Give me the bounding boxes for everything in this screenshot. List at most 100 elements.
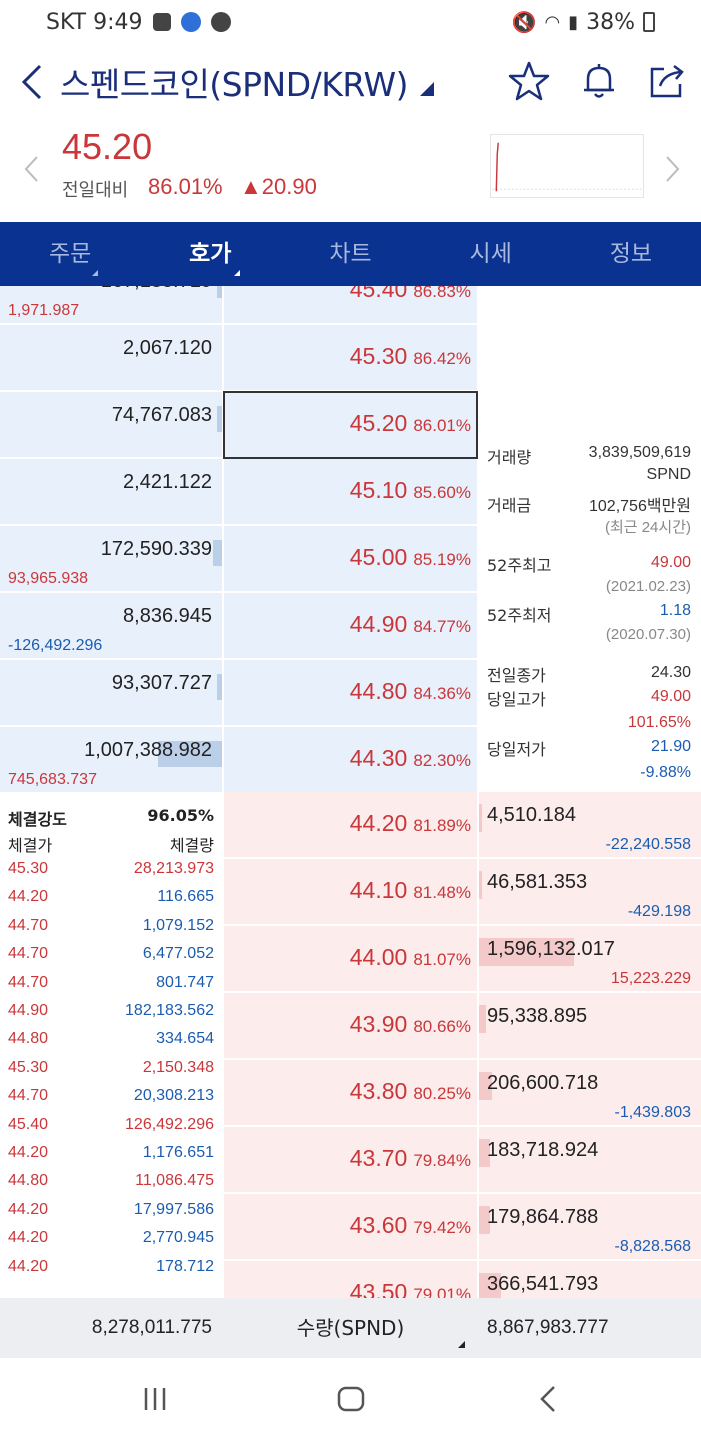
bid-price-cell[interactable]: 44.20 81.89% [224, 792, 477, 858]
unit-selector[interactable]: 수량(SPND) [224, 1298, 477, 1358]
volume-label: 거래량 [487, 448, 532, 467]
share-icon[interactable] [646, 60, 688, 102]
bid-price-cell[interactable]: 43.80 80.25% [224, 1060, 477, 1126]
title-dropdown-icon[interactable] [420, 82, 434, 96]
trade-row: 44.90 182,183.562 [0, 1002, 222, 1030]
ask-price-percent: 86.83% [413, 286, 471, 301]
bid-depth-bar [479, 804, 482, 832]
bid-price-cell[interactable]: 43.90 80.66% [224, 993, 477, 1059]
bid-price: 43.60 [349, 1212, 408, 1238]
trade-quantity: 11,086.475 [135, 1172, 214, 1190]
ask-price-cell[interactable]: 44.80 84.36% [224, 660, 477, 726]
bid-depth-bar [479, 1072, 493, 1100]
bid-quantity-cell[interactable]: 206,600.718 -1,439.803 [479, 1060, 701, 1126]
day-low-percent: -9.88% [640, 764, 691, 781]
bid-quantity-cell[interactable]: 366,541.793 [479, 1261, 701, 1298]
tab-info-label: 정보 [609, 241, 653, 267]
ask-depth-bar [213, 540, 222, 566]
bid-quantity-cell[interactable]: 95,338.895 [479, 993, 701, 1059]
bid-quantity-cell[interactable]: 183,718.924 [479, 1127, 701, 1193]
ask-price-percent: 82.30% [413, 751, 471, 770]
ask-depth-bar [217, 406, 222, 432]
battery-icon [643, 12, 655, 32]
bid-quantity: 366,541.793 [487, 1273, 599, 1295]
signal-icon: ▮ [568, 11, 579, 33]
ask-quantity-cell[interactable]: 172,590.339 93,965.938 [0, 526, 222, 592]
ask-price-cell[interactable]: 45.30 86.42% [224, 325, 477, 391]
bid-quantity-change: -429.198 [627, 903, 691, 920]
system-back-icon[interactable] [534, 1384, 564, 1414]
current-price: 45.20 [62, 126, 153, 167]
status-bar: SKT 9:49 🔇 ◠ ▮ 38% [0, 0, 701, 44]
current-price-highlight [223, 391, 478, 459]
ask-price-percent: 86.42% [413, 349, 471, 368]
bid-price-percent: 81.89% [413, 816, 471, 835]
bell-icon[interactable] [578, 60, 620, 102]
bid-price-cell[interactable]: 43.60 79.42% [224, 1194, 477, 1260]
trade-price: 44.20 [8, 888, 49, 906]
mini-chart[interactable] [490, 134, 644, 198]
trades-panel: 체결강도 96.05% 체결가 체결량 45.30 28,213.973 44.20… [0, 792, 222, 1298]
tab-chart-label: 차트 [329, 241, 372, 267]
bid-price-cell[interactable]: 43.70 79.84% [224, 1127, 477, 1193]
price-summary: 45.20 전일대비 86.01% ▲20.90 [0, 118, 701, 222]
ask-price-cell[interactable]: 44.90 84.77% [224, 593, 477, 659]
ask-price-cell[interactable]: 45.00 85.19% [224, 526, 477, 592]
ask-quantity-change: 1,971.987 [8, 302, 80, 319]
ask-quantity-cell[interactable]: 2,067.120 [0, 325, 222, 391]
trade-quantity: 182,183.562 [125, 1002, 214, 1019]
bid-price-percent: 81.07% [413, 950, 471, 969]
ask-price-cell[interactable]: 44.30 82.30% [224, 727, 477, 793]
bid-quantity-cell[interactable]: 1,596,132.017 15,223.229 [479, 926, 701, 992]
tab-quotes[interactable]: 시세 [421, 222, 561, 286]
bid-quantity-cell[interactable]: 46,581.353 -429.198 [479, 859, 701, 925]
bid-price-percent: 81.48% [413, 883, 471, 902]
ask-quantity-cell[interactable]: 167,135.719 1,971.987 [0, 286, 222, 324]
trade-row: 44.70 801.747 [0, 974, 222, 1002]
ask-quantity-cell[interactable]: 93,307.727 [0, 660, 222, 726]
ask-price-cell[interactable]: 45.40 86.83% [224, 286, 477, 324]
tab-chart[interactable]: 차트 [280, 222, 420, 286]
ask-quantity: 172,590.339 [100, 538, 212, 560]
status-carrier-time: SKT 9:49 [46, 9, 143, 35]
totals-bar: 8,278,011.775 수량(SPND) 8,867,983.777 [0, 1298, 701, 1358]
trade-price: 44.20 [8, 1200, 49, 1218]
unit-dropdown-icon [458, 1341, 465, 1348]
back-arrow-icon[interactable] [18, 62, 48, 102]
ask-quantity-cell[interactable]: 74,767.083 [0, 392, 222, 458]
home-icon[interactable] [336, 1384, 366, 1414]
bid-quantity: 95,338.895 [487, 1005, 588, 1027]
bid-quantity-cell[interactable]: 179,864.788 -8,828.568 [479, 1194, 701, 1260]
ask-quantity-cell[interactable]: 2,421.122 [0, 459, 222, 525]
trade-row: 44.20 1,176.651 [0, 1144, 222, 1172]
bid-quantity-cell[interactable]: 4,510.184 -22,240.558 [479, 792, 701, 858]
bid-price-percent: 79.84% [413, 1151, 471, 1170]
bid-price-cell[interactable]: 43.50 79.01% [224, 1261, 477, 1298]
recent-apps-icon[interactable] [140, 1384, 170, 1414]
ask-quantity-cell[interactable]: 1,007,388.982 745,683.737 [0, 727, 222, 793]
trade-price: 44.20 [8, 1144, 49, 1161]
tab-orderbook[interactable]: 호가 [140, 222, 280, 286]
star-icon[interactable] [508, 60, 550, 102]
strength-label: 체결강도 [8, 810, 67, 829]
ask-price-percent: 84.36% [413, 684, 471, 703]
trade-price-header: 체결가 [8, 836, 53, 855]
next-coin-icon[interactable] [662, 154, 682, 184]
tab-info[interactable]: 정보 [561, 222, 701, 286]
bid-price-percent: 80.66% [413, 1017, 471, 1036]
coin-title[interactable]: 스펜드코인(SPND/KRW) [60, 65, 408, 104]
ask-quantity-change: 745,683.737 [8, 771, 97, 788]
ask-quantity-cell[interactable]: 8,836.945 -126,492.296 [0, 593, 222, 659]
ask-quantity: 2,421.122 [123, 471, 212, 493]
trade-price: 44.70 [8, 973, 49, 991]
trade-row: 44.80 11,086.475 [0, 1172, 222, 1200]
prev-coin-icon[interactable] [22, 154, 42, 184]
tab-order[interactable]: 주문 [0, 222, 140, 286]
ask-price-cell[interactable]: 45.10 85.60% [224, 459, 477, 525]
bid-price-cell[interactable]: 44.10 81.48% [224, 859, 477, 925]
ask-price-cell[interactable]: 45.20 86.01% [224, 392, 477, 458]
chat-icon [210, 12, 231, 32]
bid-price-cell[interactable]: 44.00 81.07% [224, 926, 477, 992]
day-high-value: 49.00 [650, 688, 691, 705]
amount-note: (최근 24시간) [604, 519, 691, 536]
